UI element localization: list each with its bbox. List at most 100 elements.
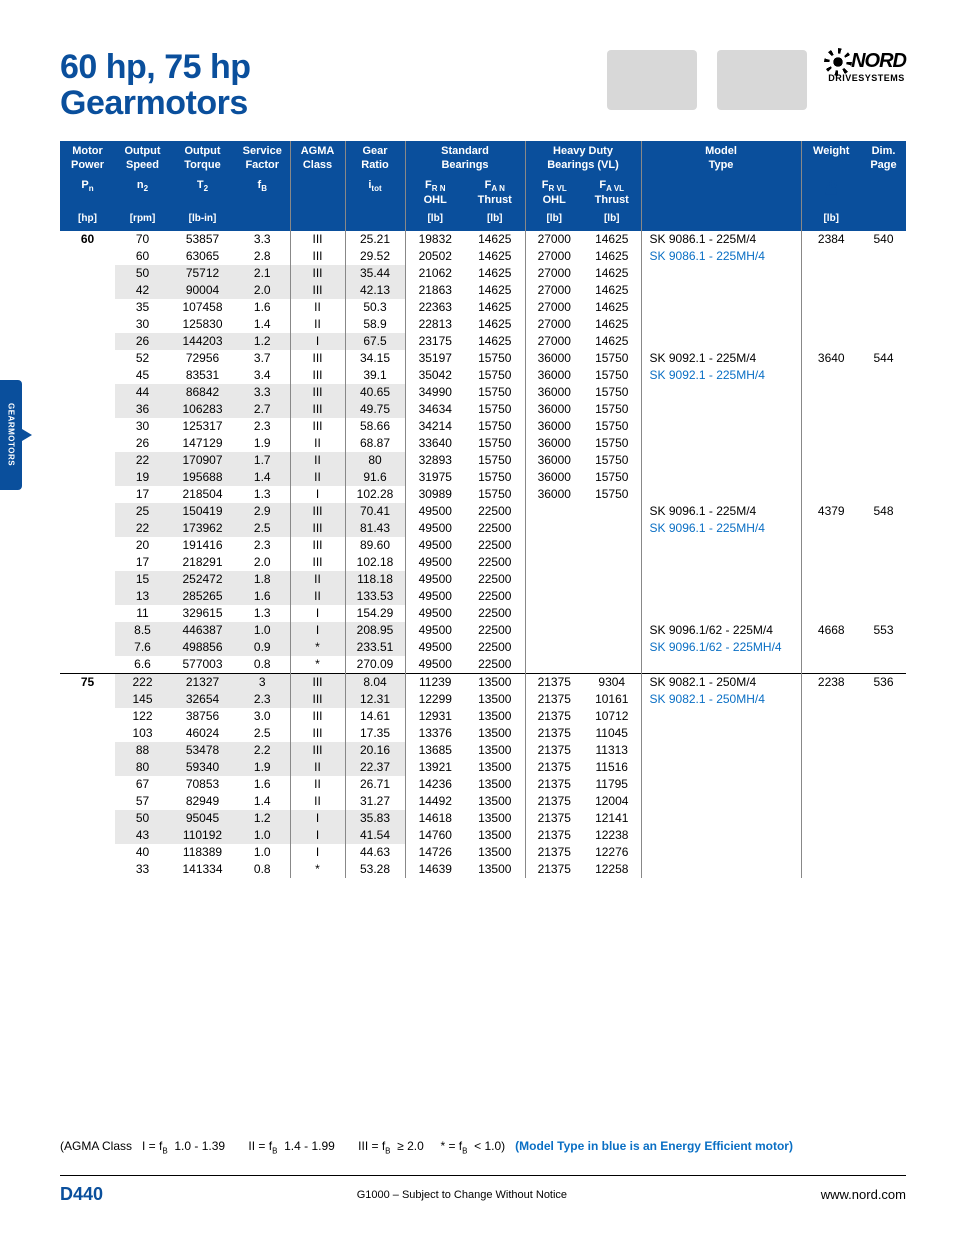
- cell: 31.27: [345, 793, 405, 810]
- cell: 14625: [465, 282, 525, 299]
- dim-page-cell: [861, 691, 906, 708]
- cell: [583, 656, 641, 674]
- table-row: 7.64988560.9*233.514950022500SK 9096.1/6…: [60, 639, 906, 656]
- cell: 110192: [170, 827, 235, 844]
- table-row: 8.54463871.0I208.954950022500SK 9096.1/6…: [60, 622, 906, 639]
- model-cell: [641, 537, 801, 554]
- cell: 80: [345, 452, 405, 469]
- weight-cell: [801, 656, 861, 674]
- model-cell: SK 9082.1 - 250M/4: [641, 673, 801, 691]
- cell: 14625: [465, 265, 525, 282]
- cell: 26: [115, 435, 170, 452]
- cell: 70.41: [345, 503, 405, 520]
- cell: [583, 639, 641, 656]
- cell: 21062: [405, 265, 465, 282]
- cell: 13500: [465, 793, 525, 810]
- th-u-lb2: [lb]: [465, 210, 525, 231]
- cell: 17: [115, 486, 170, 503]
- table-row: 52729563.7III34.1535197157503600015750SK…: [60, 350, 906, 367]
- cell: 1.2: [235, 333, 290, 350]
- cell: 118.18: [345, 571, 405, 588]
- cell: 21375: [525, 725, 583, 742]
- cell: 12004: [583, 793, 641, 810]
- cell: 14726: [405, 844, 465, 861]
- dim-page-cell: 540: [861, 231, 906, 248]
- cell: 23175: [405, 333, 465, 350]
- page: 60 hp, 75 hp Gearmotors NORD DRIVESYSTEM…: [0, 0, 954, 1235]
- th-speed: OutputSpeed: [115, 141, 170, 175]
- cell: 38756: [170, 708, 235, 725]
- weight-cell: [801, 469, 861, 486]
- cell: [60, 776, 115, 793]
- dim-page-cell: [861, 469, 906, 486]
- cell: 36000: [525, 486, 583, 503]
- cell: 44: [115, 384, 170, 401]
- cell: 15750: [583, 350, 641, 367]
- cell: 14236: [405, 776, 465, 793]
- cell: 34990: [405, 384, 465, 401]
- cell: 15750: [583, 452, 641, 469]
- cell: [583, 554, 641, 571]
- weight-cell: [801, 248, 861, 265]
- cell: 45: [115, 367, 170, 384]
- cell: II: [290, 759, 345, 776]
- cell: 446387: [170, 622, 235, 639]
- cell: 15750: [583, 367, 641, 384]
- cell: I: [290, 827, 345, 844]
- cell: 46024: [170, 725, 235, 742]
- model-cell: SK 9096.1/62 - 225MH/4: [641, 639, 801, 656]
- cell: 35042: [405, 367, 465, 384]
- cell: 34.15: [345, 350, 405, 367]
- cell: 21375: [525, 810, 583, 827]
- cell: 32893: [405, 452, 465, 469]
- cell: 11516: [583, 759, 641, 776]
- cell: 3.7: [235, 350, 290, 367]
- table-row: 331413340.8*53.2814639135002137512258: [60, 861, 906, 878]
- table-row: 431101921.0I41.5414760135002137512238: [60, 827, 906, 844]
- cell: [60, 299, 115, 316]
- cell: 36000: [525, 401, 583, 418]
- model-cell: [641, 656, 801, 674]
- cell: 0.8: [235, 656, 290, 674]
- cell: *: [290, 639, 345, 656]
- cell: [525, 639, 583, 656]
- cell: 13: [115, 588, 170, 605]
- cell: 36000: [525, 469, 583, 486]
- footer-mid: G1000 – Subject to Change Without Notice: [357, 1189, 567, 1201]
- th-torque: OutputTorque: [170, 141, 235, 175]
- model-cell: SK 9086.1 - 225M/4: [641, 231, 801, 248]
- cell: [60, 691, 115, 708]
- cell: 21375: [525, 827, 583, 844]
- cell: 13376: [405, 725, 465, 742]
- weight-cell: [801, 384, 861, 401]
- cell: [60, 469, 115, 486]
- cell: 2.9: [235, 503, 290, 520]
- cell: 36000: [525, 452, 583, 469]
- cell: 13500: [465, 861, 525, 878]
- cell: 141334: [170, 861, 235, 878]
- cell: 21375: [525, 708, 583, 725]
- cell: 70853: [170, 776, 235, 793]
- cell: [60, 571, 115, 588]
- brand-name: NORD: [827, 50, 906, 73]
- cell: [525, 656, 583, 674]
- cell: 67.5: [345, 333, 405, 350]
- cell: 30989: [405, 486, 465, 503]
- model-cell: [641, 844, 801, 861]
- cell: 19832: [405, 231, 465, 248]
- cell: 12141: [583, 810, 641, 827]
- weight-cell: [801, 725, 861, 742]
- cell: 36000: [525, 350, 583, 367]
- cell: 3.4: [235, 367, 290, 384]
- cell: [583, 503, 641, 520]
- cell: [583, 571, 641, 588]
- table-row: 301253172.3III58.6634214157503600015750: [60, 418, 906, 435]
- cell: [525, 605, 583, 622]
- cell: III: [290, 265, 345, 282]
- table-row: 88534782.2III20.1613685135002137511313: [60, 742, 906, 759]
- th-u-3: [235, 210, 290, 231]
- cell: 14625: [583, 265, 641, 282]
- cell: 1.0: [235, 622, 290, 639]
- cell: [525, 588, 583, 605]
- cell: 1.9: [235, 435, 290, 452]
